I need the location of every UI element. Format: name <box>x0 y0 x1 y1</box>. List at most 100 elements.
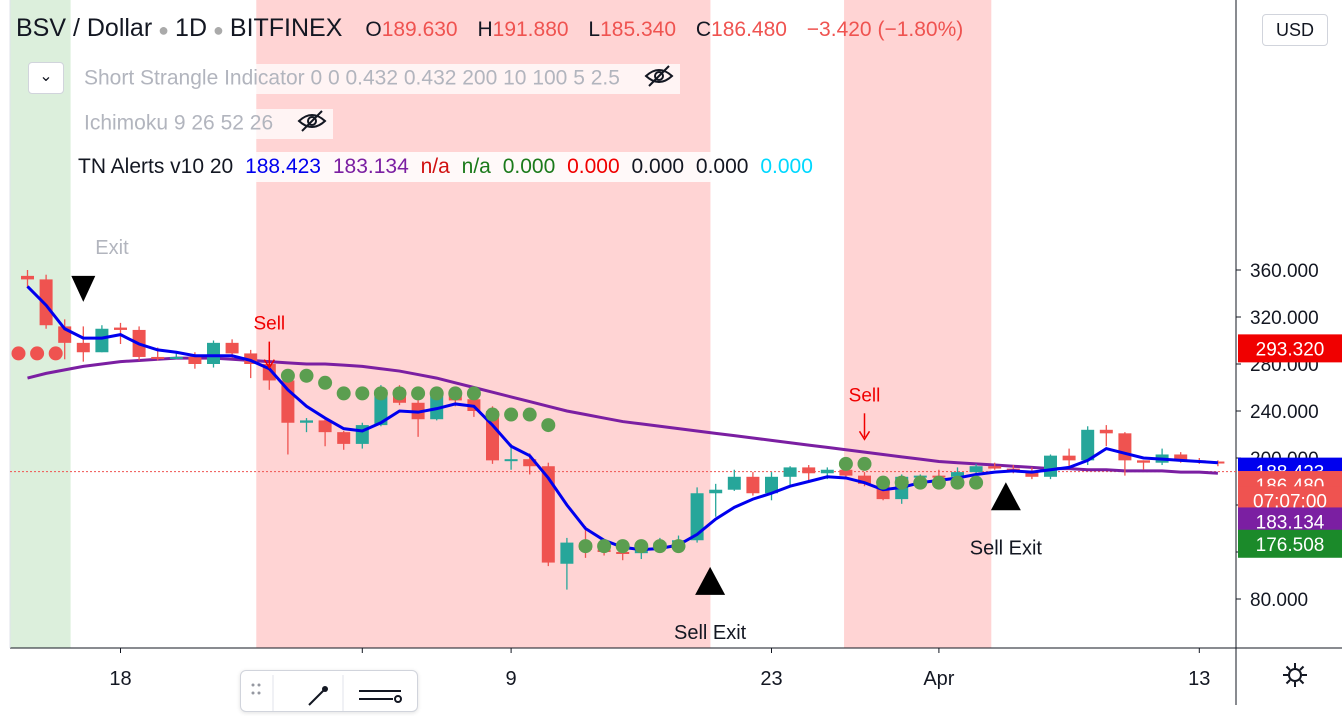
candle <box>1062 448 1076 467</box>
y-tick-label: 320.000 <box>1250 308 1319 329</box>
line-tool-icon[interactable] <box>359 690 402 703</box>
candle-body <box>523 459 537 467</box>
candle <box>727 469 741 491</box>
red-zone <box>844 0 992 648</box>
price-label: 07:07:00 <box>1253 491 1327 512</box>
candle <box>300 418 313 433</box>
candle <box>1099 425 1113 447</box>
candle-body <box>1062 455 1076 461</box>
chart-settings-gear-icon[interactable] <box>1280 660 1310 695</box>
candle <box>39 274 53 329</box>
candle <box>21 270 34 288</box>
signal-dot <box>485 407 500 422</box>
signal-dot <box>504 407 519 422</box>
ohlc-values: O189.630 H191.880 L185.340 C186.480 −3.4… <box>365 18 977 41</box>
candle-body <box>1118 433 1132 461</box>
candle-body <box>951 472 964 477</box>
tn-value-3: n/a <box>420 155 450 178</box>
signal-dot <box>522 407 537 422</box>
candle-body <box>244 353 258 364</box>
price-label-bg <box>1238 529 1342 558</box>
candle-body <box>746 476 760 494</box>
candle-body <box>318 420 332 433</box>
signal-dot <box>652 539 667 554</box>
indicator-tn-alerts[interactable]: TN Alerts v10 20 188.423 183.134 n/a n/a… <box>72 152 825 182</box>
candle <box>76 326 90 362</box>
sell-arrow-head <box>858 430 871 441</box>
exit-label: Sell Exit <box>674 622 747 644</box>
candle-body <box>858 475 871 484</box>
candle-body <box>1099 429 1113 434</box>
candle <box>1044 454 1057 480</box>
price-label: 293.320 <box>1256 339 1325 360</box>
drawing-toolbar[interactable] <box>240 670 418 712</box>
candle-body <box>337 432 351 444</box>
signal-dot <box>429 386 444 401</box>
candle <box>1137 460 1150 470</box>
candle-body <box>1174 454 1188 461</box>
candle <box>1155 448 1169 466</box>
candle-body <box>820 469 834 474</box>
candle-body <box>1081 429 1095 461</box>
interval[interactable]: 1D <box>175 14 208 42</box>
signal-dot <box>950 475 965 490</box>
candle-body <box>188 356 202 364</box>
open-value: 189.630 <box>381 18 458 41</box>
candle <box>244 349 258 379</box>
candle-body <box>1137 460 1150 463</box>
exit-triangle <box>990 482 1021 511</box>
signal-dot <box>597 539 612 554</box>
low-label: L <box>588 18 601 41</box>
candle-body <box>727 476 741 490</box>
tn-value-6: 0.000 <box>567 155 620 178</box>
candle-body <box>21 275 34 280</box>
tn-value-8: 0.000 <box>695 155 749 178</box>
exchange: BITFINEX <box>229 14 343 42</box>
candle-body <box>39 279 53 326</box>
candle <box>746 472 760 496</box>
signal-dot <box>373 386 388 401</box>
high-label: H <box>477 18 493 41</box>
signal-dot <box>578 539 593 554</box>
candle <box>765 472 778 501</box>
symbol-header: BSV / Dollar ● 1D ● BITFINEX O189.630 H191.8… <box>16 14 977 43</box>
candle-body <box>1025 470 1039 477</box>
signal-dot <box>30 346 45 361</box>
signal-dot <box>876 475 891 490</box>
eye-hidden-icon[interactable] <box>644 64 674 94</box>
y-tick-label: 80.000 <box>1250 590 1308 611</box>
y-tick-label: 360.000 <box>1250 261 1319 282</box>
signal-dot <box>634 539 649 554</box>
candle-body <box>207 342 220 364</box>
signal-dot <box>838 456 853 471</box>
sell-label: Sell <box>849 385 881 406</box>
open-label: O <box>365 18 382 41</box>
candle-body <box>765 476 778 494</box>
tn-value-4: n/a <box>461 155 491 178</box>
candle <box>802 465 816 482</box>
symbol-name[interactable]: BSV / Dollar <box>16 14 153 42</box>
collapse-indicators-button[interactable]: ⌄ <box>28 62 64 94</box>
signal-dot <box>411 386 426 401</box>
drag-handle-icon[interactable] <box>251 683 261 695</box>
currency-button[interactable]: USD <box>1262 14 1328 46</box>
price-label: 176.508 <box>1256 535 1325 556</box>
indicator-short-strangle[interactable]: Short Strangle Indicator 0 0 0.432 0.432… <box>78 64 680 94</box>
signal-dot <box>671 539 686 554</box>
signal-dot <box>615 539 630 554</box>
x-tick-label: 18 <box>109 668 131 690</box>
eye-hidden-icon[interactable] <box>297 109 327 139</box>
signal-dot <box>299 368 314 383</box>
brush-icon[interactable] <box>308 686 328 706</box>
signal-dot <box>969 475 984 490</box>
price-label-bg <box>1238 334 1342 363</box>
indicator-ichimoku[interactable]: Ichimoku 9 26 52 26 <box>78 109 333 139</box>
red-zone <box>256 0 711 648</box>
candle-body <box>969 466 983 473</box>
exit-triangle <box>71 275 96 302</box>
y-tick-label: 240.000 <box>1250 402 1319 423</box>
signal-dot <box>857 456 872 471</box>
high-value: 191.880 <box>492 18 569 41</box>
signal-dot <box>931 475 946 490</box>
